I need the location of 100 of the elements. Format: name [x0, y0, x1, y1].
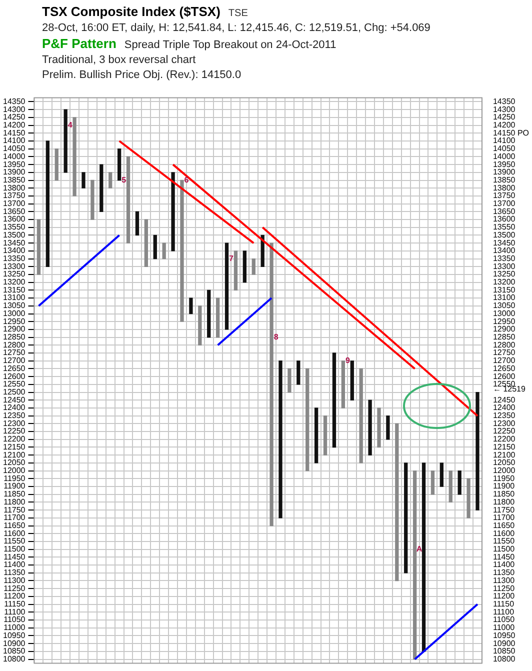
y-tick-label: 12600 [2, 372, 26, 381]
y2-tick-label: 12000 [492, 466, 516, 476]
y-tick-label: 12150 [2, 442, 26, 452]
y2-tick-label: 11700 [492, 513, 516, 522]
bar [180, 180, 184, 322]
y2-tick-label: 12400 [492, 403, 516, 412]
y2-tick-label: 12750 [492, 348, 516, 358]
y2-tick-label: 12700 [492, 356, 516, 366]
y-tick-label: 13600 [2, 214, 26, 224]
y2-tick-label: 12250 [492, 426, 516, 436]
y-tick-label: 11450 [4, 552, 26, 562]
y-tick-label: 12950 [2, 316, 26, 326]
y2-tick-label: 11300 [492, 576, 516, 585]
y-tick-label: 11550 [4, 536, 26, 546]
bar [448, 470, 452, 503]
y-tick-label: 10850 [2, 646, 26, 656]
y-tick-label: 13250 [2, 270, 26, 279]
bar [117, 148, 122, 181]
y2-tick-label: 14050 [492, 144, 516, 154]
bar [135, 211, 140, 236]
bar [341, 360, 346, 408]
bar [189, 298, 193, 314]
y2-tick-label: 13100 [492, 293, 516, 302]
y2-tick-label: 13400 [492, 246, 516, 256]
bar [323, 416, 328, 456]
annotation: 8 [274, 332, 279, 342]
text: Traditional, 3 box reversal chart [42, 53, 197, 68]
bar [207, 290, 211, 338]
y2-tick-label: 14000 [492, 152, 516, 161]
y-tick-label: 11100 [4, 607, 26, 616]
bar [332, 352, 336, 448]
bar [126, 156, 130, 244]
y-tick-label: 12100 [2, 450, 26, 460]
bar [144, 219, 148, 267]
y-tick-label: 11800 [4, 497, 26, 506]
annotation: 6 [184, 175, 190, 184]
bar [296, 360, 300, 385]
y2-tick-label: 11450 [492, 552, 516, 562]
y2-tick-label: 11350 [492, 568, 516, 578]
y-tick-label: 12400 [2, 403, 26, 412]
y2-tick-label: 12950 [492, 316, 516, 326]
y2-tick-label: 13600 [492, 214, 516, 224]
y2-tick-label: 13700 [492, 199, 516, 208]
bar [252, 258, 256, 275]
y2-tick-label: 13150 [492, 285, 516, 294]
y2-tick-label: 12450 [492, 395, 516, 404]
bar [359, 368, 363, 464]
y-tick-label: 12550 [2, 380, 26, 389]
y2-tick-label: 11100 [492, 607, 515, 616]
y-tick-label: 13300 [2, 262, 26, 271]
bar [458, 470, 462, 495]
y2-tick-label: 12050 [492, 458, 516, 468]
y-tick-label: 13000 [2, 308, 26, 318]
bar [395, 423, 399, 582]
y2-tick-label: 11800 [492, 497, 516, 506]
y2-tick-label: 12300 [492, 418, 516, 428]
annotation: 4 [68, 120, 73, 130]
y-tick-label: 11650 [4, 520, 26, 530]
bar [288, 368, 292, 393]
y2-tick-label: 13550 [492, 222, 516, 232]
y-tick-label: 13400 [2, 246, 26, 256]
y2-tick-label: 11650 [492, 520, 516, 530]
text: P&F Pattern [42, 36, 116, 51]
y-tick-label: 12300 [2, 418, 26, 428]
y2-tick-label: 13900 [492, 168, 516, 177]
y2-tick-label: 13200 [492, 278, 516, 287]
y-tick-label: 12350 [2, 411, 26, 420]
y2-tick-label: 11850 [492, 490, 516, 499]
text: Prelim. Bullish Price Obj. (Rev.): 14150.0 [42, 68, 242, 83]
y2-tick-label: 13800 [492, 183, 516, 192]
bar [64, 109, 68, 173]
y-tick-label: 11750 [4, 505, 26, 514]
y2-tick-label: 14300 [492, 104, 516, 114]
annotation: 5 [122, 175, 127, 184]
y-tick-label: 11050 [4, 615, 26, 624]
y-tick-label: 12450 [2, 395, 26, 404]
y2-tick-label: 12800 [492, 340, 516, 350]
y-tick-label: 14300 [2, 104, 26, 114]
y-tick-label: 13450 [2, 238, 26, 248]
bar [368, 400, 372, 456]
bar [314, 408, 318, 464]
bar [153, 234, 157, 260]
y-tick-label: 12000 [2, 466, 26, 476]
y-tick-label: 13050 [2, 301, 26, 310]
bar [422, 462, 426, 652]
bar [216, 298, 220, 338]
y2-tick-label: 10900 [492, 638, 516, 648]
bar [72, 117, 76, 196]
y-tick-label: 13850 [2, 175, 26, 184]
y2-tick-label: 13950 [492, 160, 516, 169]
y-tick-label: 13200 [2, 278, 26, 287]
y-tick-label: 13150 [2, 285, 26, 294]
bar [404, 462, 408, 574]
y-tick-label: 13100 [2, 293, 26, 302]
bar [82, 172, 86, 188]
y2-tick-label: 13500 [492, 230, 516, 240]
y-tick-label: 13800 [2, 183, 26, 192]
y-tick-label: 14050 [2, 144, 26, 154]
y2-tick-label: 13000 [492, 308, 516, 318]
y2-tick-label: 13850 [492, 175, 516, 184]
